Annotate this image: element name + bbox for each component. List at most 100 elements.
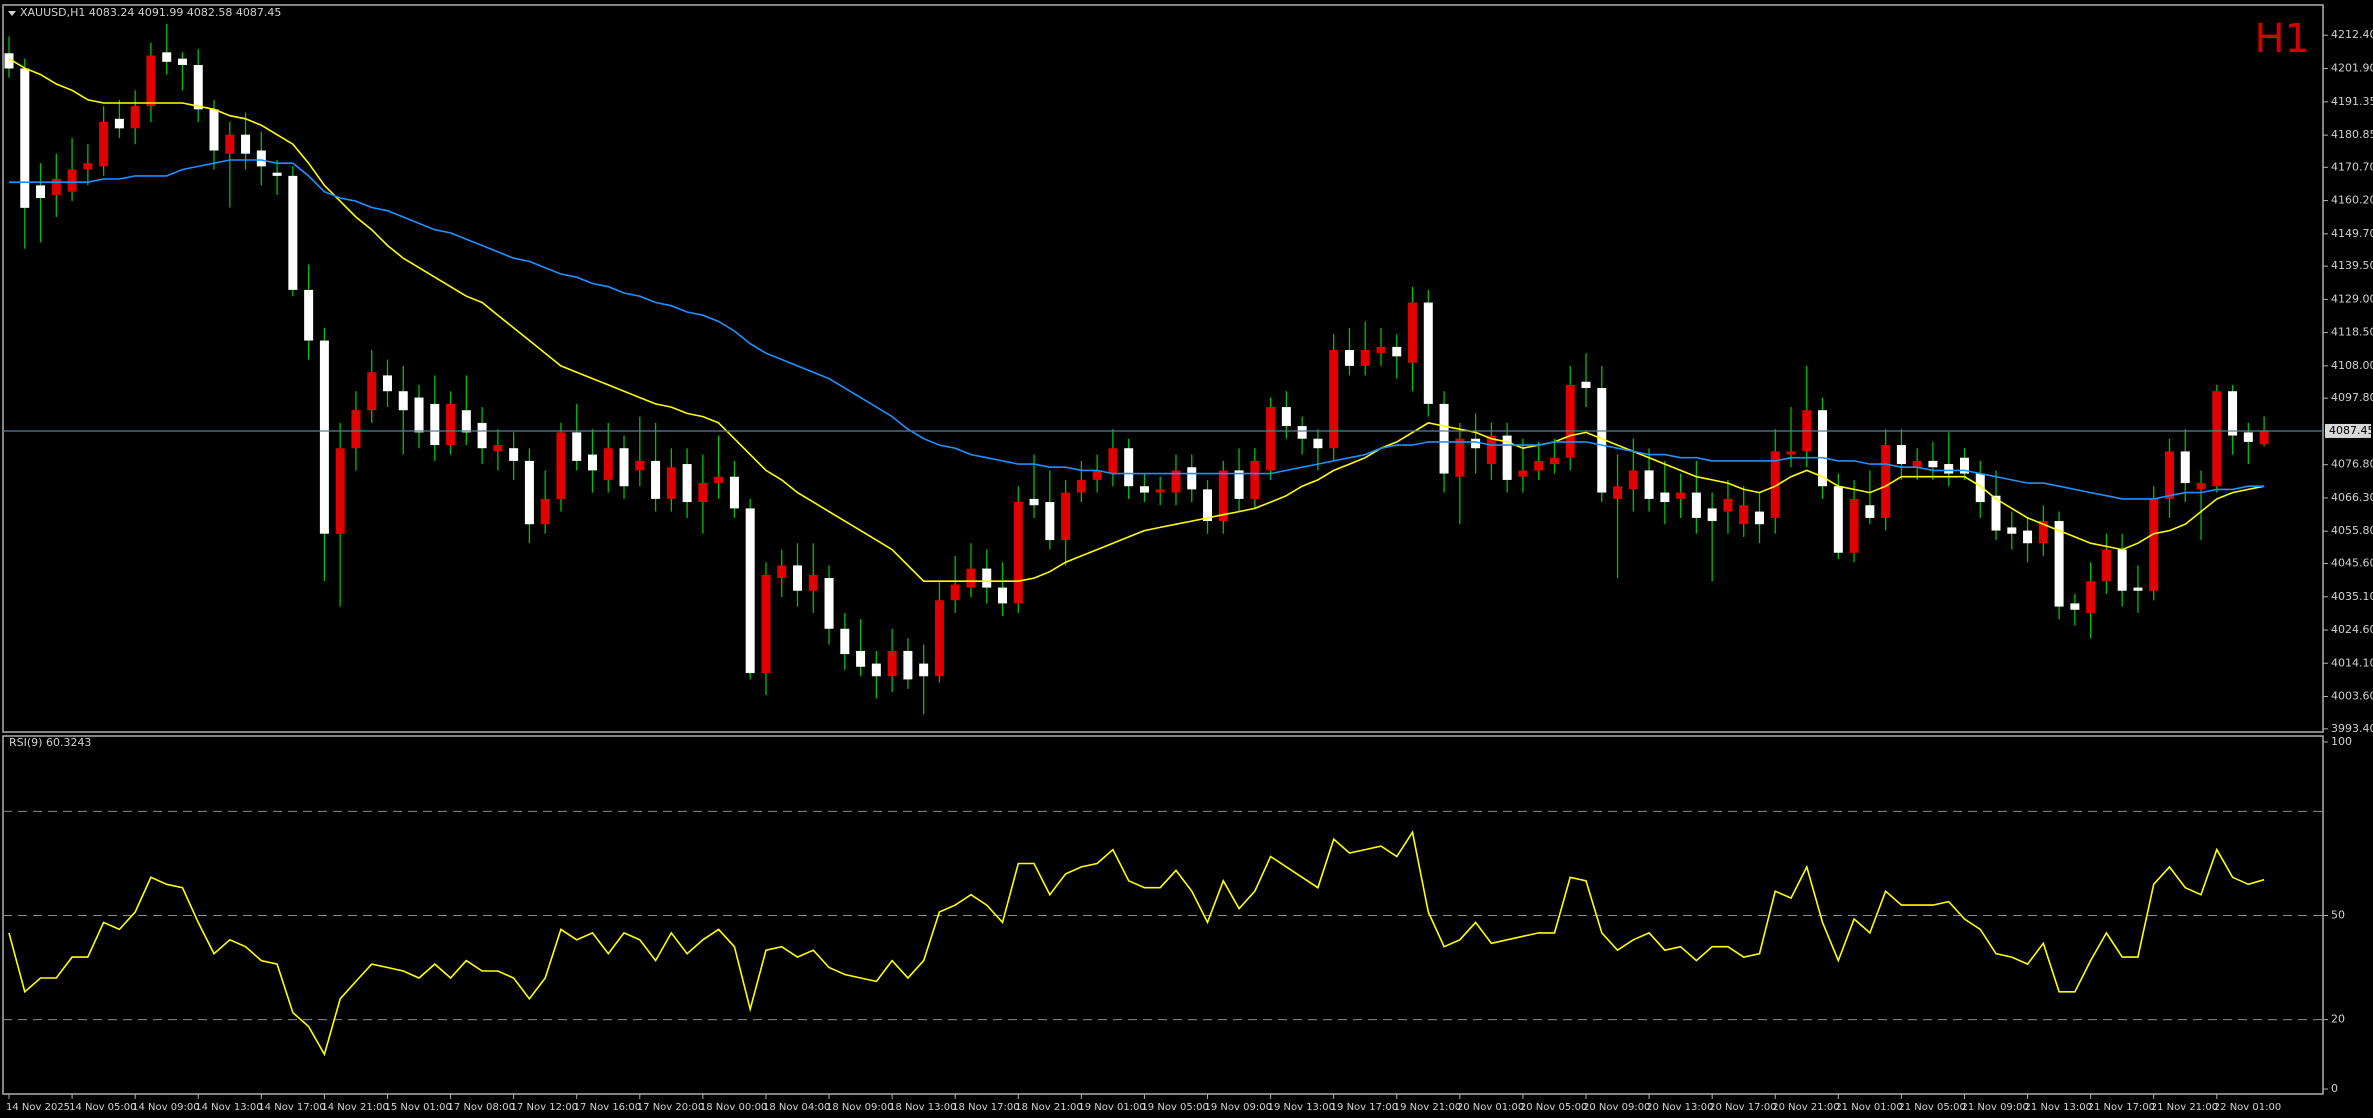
candle-body [1628,470,1638,490]
candle-body [1408,302,1418,363]
candle-body [1218,470,1228,522]
candle-body [919,663,929,677]
x-tick-label: 17 Nov 16:00 [574,1102,641,1113]
candle-body [666,467,676,499]
y-tick-label: 4139.50 [2331,259,2373,272]
candle-body [209,109,219,151]
candle-body [1676,492,1686,499]
candle-body [1944,464,1954,474]
candle-body [51,179,61,195]
candle-body [603,448,613,480]
x-tick-label: 20 Nov 13:00 [1646,1102,1713,1113]
x-tick-label: 14 Nov 17:00 [258,1102,325,1113]
y-tick-label: 4003.60 [2331,690,2373,703]
y-tick-label: 4191.35 [2331,95,2373,108]
candle-body [1045,502,1055,541]
x-tick-label: 18 Nov 09:00 [826,1102,893,1113]
candle-body [1644,470,1654,499]
x-tick-label: 20 Nov 21:00 [1772,1102,1839,1113]
candle-body [335,448,345,534]
candle-body [1707,508,1717,522]
period-label: H1 [2254,16,2310,62]
candle-body [351,410,361,449]
y-tick-label: 4024.60 [2331,623,2373,636]
candle-body [1171,470,1181,493]
x-tick-label: 21 Nov 01:00 [1835,1102,1902,1113]
x-tick-label: 14 Nov 05:00 [69,1102,136,1113]
candle-body [1991,495,2001,531]
candle-body [761,574,771,674]
moving-average-line [8,58,2265,582]
candle-body [1723,498,1733,512]
candle-body [477,422,487,449]
x-tick-label: 19 Nov 09:00 [1205,1102,1272,1113]
candle-body [1691,492,1701,518]
candle-body [1329,350,1339,449]
x-tick-label: 18 Nov 17:00 [952,1102,1019,1113]
y-tick-label: 4160.20 [2331,194,2373,207]
candle-body [2086,581,2096,613]
y-tick-label: 3993.40 [2331,722,2373,735]
candle-body [840,628,850,655]
candle-body [1597,388,1607,493]
candle-body [1502,435,1512,480]
candle-body [2070,603,2080,610]
y-tick-label: 50 [2331,909,2345,922]
x-tick-label: 18 Nov 00:00 [700,1102,767,1113]
x-tick-label: 18 Nov 04:00 [763,1102,830,1113]
y-tick-label: 0 [2331,1082,2338,1095]
candle-body [619,448,629,487]
candle-body [1534,460,1544,471]
y-tick-label: 4045.60 [2331,557,2373,570]
rsi-line [8,830,2265,1057]
candle-body [1234,470,1244,499]
candle-body [524,460,534,525]
candle-body [304,289,314,341]
candle-body [1108,448,1118,474]
x-tick-label: 20 Nov 05:00 [1520,1102,1587,1113]
candle-body [587,454,597,471]
candle-body [1124,448,1134,487]
y-tick-label: 20 [2331,1013,2345,1026]
candle-body [1281,407,1291,427]
candle-body [808,574,818,591]
candle-body [430,403,440,446]
candle-body [1486,435,1496,465]
candle-body [777,565,787,579]
main-panel-frame [2,4,2324,733]
candle-body [2164,451,2174,499]
candle-body [1344,350,1354,366]
x-tick-label: 19 Nov 21:00 [1394,1102,1461,1113]
candle-body [1471,438,1481,449]
candle-body [745,508,755,674]
y-tick-label: 100 [2331,735,2352,748]
chart-title: XAUUSD,H1 4083.24 4091.99 4082.58 4087.4… [20,6,281,19]
candle-body [1660,492,1670,503]
candle-body [1739,505,1749,525]
candle-body [1881,445,1891,518]
y-tick-label: 4035.10 [2331,590,2373,603]
x-tick-label: 14 Nov 21:00 [321,1102,388,1113]
candle-body [1376,346,1386,354]
candle-body [1013,502,1023,604]
candle-body [1770,451,1780,518]
candle-body [1423,302,1433,404]
candle-body [382,375,392,392]
current-price-label: 4087.45 [2329,424,2373,437]
candle-body [83,163,93,170]
y-tick-label: 4212.40 [2331,28,2373,41]
candle-body [1518,470,1528,477]
y-tick-label: 4097.80 [2331,391,2373,404]
x-tick-label: 15 Nov 01:00 [384,1102,451,1113]
x-tick-label: 14 Nov 09:00 [132,1102,199,1113]
candle-body [1754,511,1764,525]
candle-body [4,53,14,69]
x-tick-label: 18 Nov 13:00 [889,1102,956,1113]
candle-body [682,464,692,503]
indicator-title: RSI(9) 60.3243 [9,736,91,749]
candle-body [1581,381,1591,389]
x-tick-label: 21 Nov 21:00 [2151,1102,2218,1113]
candle-body [714,476,724,484]
